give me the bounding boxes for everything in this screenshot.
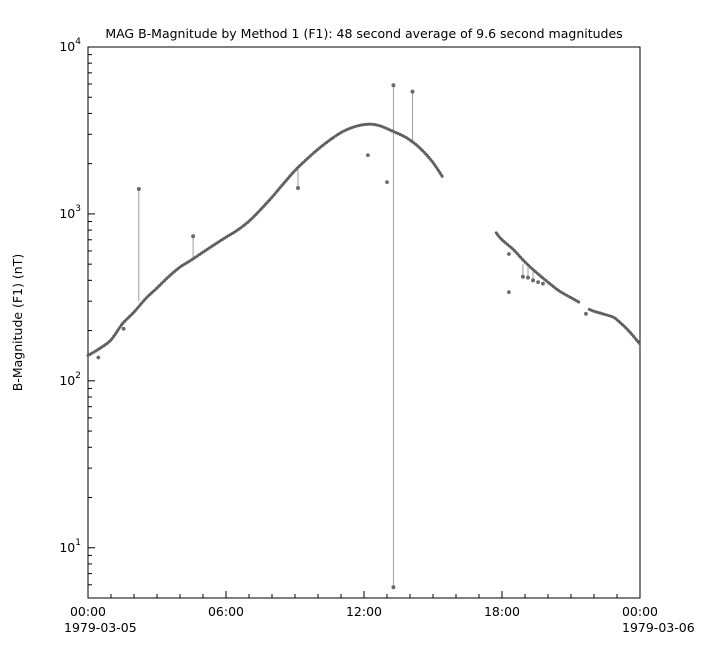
b-magnitude-segment-2 — [494, 231, 582, 305]
y-tick-label: 103 — [59, 204, 81, 221]
outlier-dot — [366, 153, 370, 158]
x-tick-label: 00:00 — [622, 604, 658, 619]
outlier-dot — [584, 311, 588, 316]
outlier-dot — [507, 290, 511, 295]
x-tick-label: 06:00 — [208, 604, 244, 619]
y-axis-label: B-Magnitude (F1) (nT) — [10, 254, 25, 391]
x-tick-label: 12:00 — [346, 604, 382, 619]
spike-dot — [295, 185, 300, 190]
spike-dot — [136, 187, 141, 192]
y-tick-label: 102 — [59, 371, 81, 388]
outlier-dot — [507, 252, 511, 256]
outlier-dot — [121, 326, 126, 331]
b-magnitude-segment-1 — [86, 122, 444, 357]
date-label-left: 1979-03-05 — [64, 620, 137, 635]
spike-dot — [410, 89, 415, 94]
spike-dot — [391, 585, 396, 590]
spike-dot — [525, 275, 530, 280]
b-magnitude-segment-3 — [587, 307, 642, 346]
plot-title: MAG B-Magnitude by Method 1 (F1): 48 sec… — [105, 26, 622, 41]
spike-dot — [520, 274, 525, 279]
y-tick-label: 104 — [59, 37, 81, 54]
spike-dot — [191, 234, 196, 239]
y-tick-label: 101 — [59, 538, 81, 555]
date-label-right: 1979-03-06 — [622, 620, 695, 635]
outlier-dot — [541, 281, 545, 286]
spike-dot — [531, 278, 536, 283]
outlier-dot — [96, 355, 101, 360]
x-tick-label: 00:00 — [70, 604, 106, 619]
spike-dot — [391, 83, 396, 88]
outlier-dot — [536, 280, 541, 285]
x-tick-label: 18:00 — [484, 604, 520, 619]
outlier-dot — [385, 180, 389, 185]
